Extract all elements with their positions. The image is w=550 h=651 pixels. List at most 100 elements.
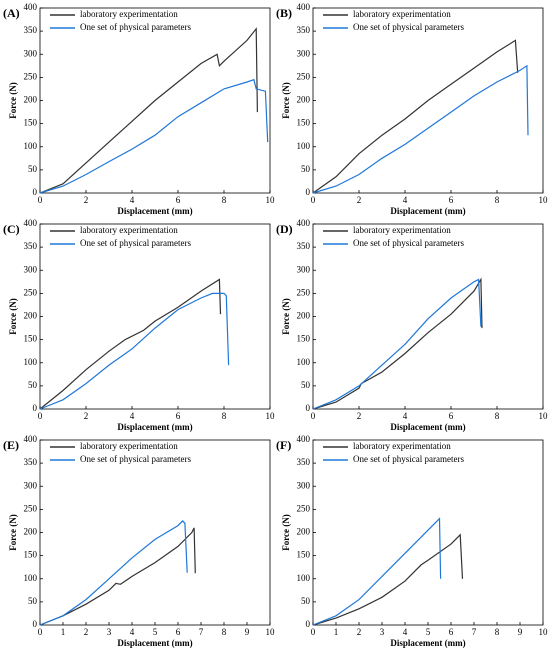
x-tick-label: 4: [130, 627, 135, 637]
y-tick-label: 150: [297, 550, 311, 560]
x-tick-label: 6: [176, 411, 181, 421]
y-tick-label: 200: [297, 527, 311, 537]
y-tick-label: 50: [301, 164, 311, 174]
y-tick-label: 50: [301, 596, 311, 606]
y-tick-label: 100: [24, 573, 38, 583]
y-tick-label: 350: [297, 25, 311, 35]
y-tick-label: 250: [297, 287, 311, 297]
y-tick-label: 150: [297, 118, 311, 128]
legend-label: laboratory experimentation: [80, 9, 178, 19]
y-tick-label: 50: [28, 164, 38, 174]
y-tick-label: 150: [24, 334, 38, 344]
x-tick-label: 10: [266, 195, 276, 205]
y-tick-label: 200: [24, 311, 38, 321]
x-tick-label: 1: [61, 627, 66, 637]
y-tick-label: 0: [33, 187, 38, 197]
data-line: [39, 520, 188, 626]
panel-label: (C): [3, 222, 20, 236]
y-tick-label: 250: [297, 71, 311, 81]
y-tick-label: 400: [24, 218, 38, 228]
y-tick-label: 100: [297, 573, 311, 583]
y-tick-label: 250: [297, 503, 311, 513]
x-tick-label: 2: [84, 195, 89, 205]
x-axis-label: Displacement (mm): [117, 638, 192, 648]
y-axis-label: Force (N): [8, 514, 18, 551]
legend-label: One set of physical parameters: [353, 22, 464, 32]
x-tick-label: 2: [357, 195, 362, 205]
y-tick-label: 200: [297, 95, 311, 105]
y-tick-label: 400: [297, 218, 311, 228]
y-tick-label: 0: [33, 619, 38, 629]
legend-label: One set of physical parameters: [353, 454, 464, 464]
x-tick-label: 6: [449, 195, 454, 205]
panel-label: (F): [276, 438, 291, 452]
y-tick-label: 0: [33, 403, 38, 413]
y-tick-label: 400: [297, 434, 311, 444]
y-tick-label: 150: [297, 334, 311, 344]
y-tick-label: 350: [24, 25, 38, 35]
legend-label: laboratory experimentation: [353, 225, 451, 235]
panel-label: (D): [276, 222, 293, 236]
data-line: [39, 27, 258, 194]
x-axis-label: Displacement (mm): [390, 206, 465, 216]
x-tick-label: 8: [495, 411, 500, 421]
y-tick-label: 0: [306, 619, 311, 629]
x-tick-label: 8: [495, 627, 500, 637]
legend-label: One set of physical parameters: [80, 238, 191, 248]
x-tick-label: 0: [38, 627, 43, 637]
legend-label: laboratory experimentation: [353, 441, 451, 451]
x-tick-label: 9: [245, 627, 250, 637]
x-tick-label: 0: [311, 627, 316, 637]
x-tick-label: 6: [449, 411, 454, 421]
data-line: [312, 517, 442, 626]
y-tick-label: 350: [297, 457, 311, 467]
y-tick-label: 350: [24, 457, 38, 467]
x-tick-label: 8: [222, 627, 227, 637]
x-tick-label: 4: [403, 411, 408, 421]
plot-frame: [312, 439, 544, 626]
x-tick-label: 0: [38, 411, 43, 421]
x-tick-label: 4: [403, 195, 408, 205]
legend-label: One set of physical parameters: [353, 238, 464, 248]
data-line: [39, 278, 222, 410]
legend-label: laboratory experimentation: [80, 441, 178, 451]
legend-label: laboratory experimentation: [353, 9, 451, 19]
x-tick-label: 0: [311, 195, 316, 205]
y-tick-label: 0: [306, 187, 311, 197]
x-tick-label: 8: [495, 195, 500, 205]
y-tick-label: 300: [24, 480, 38, 490]
y-tick-label: 100: [24, 357, 38, 367]
x-tick-label: 4: [403, 627, 408, 637]
y-tick-label: 300: [297, 48, 311, 58]
x-tick-label: 3: [380, 627, 385, 637]
y-tick-label: 100: [24, 141, 38, 151]
x-tick-label: 10: [266, 411, 276, 421]
y-tick-label: 0: [306, 403, 311, 413]
x-tick-label: 5: [426, 627, 431, 637]
x-tick-label: 7: [472, 627, 477, 637]
x-tick-label: 10: [266, 627, 276, 637]
x-tick-label: 3: [107, 627, 112, 637]
y-axis-label: Force (N): [281, 82, 291, 119]
y-tick-label: 100: [297, 141, 311, 151]
x-axis-label: Displacement (mm): [390, 638, 465, 648]
data-line: [39, 78, 269, 194]
y-tick-label: 200: [297, 311, 311, 321]
x-tick-label: 10: [539, 627, 549, 637]
data-line: [312, 64, 529, 194]
plot-frame: [312, 223, 544, 410]
y-tick-label: 250: [24, 71, 38, 81]
y-axis-label: Force (N): [8, 82, 18, 119]
y-tick-label: 250: [24, 287, 38, 297]
y-tick-label: 350: [297, 241, 311, 251]
x-tick-label: 10: [539, 411, 549, 421]
y-tick-label: 50: [301, 380, 311, 390]
y-axis-label: Force (N): [281, 298, 291, 335]
y-tick-label: 50: [28, 380, 38, 390]
y-tick-label: 300: [297, 264, 311, 274]
y-tick-label: 300: [24, 48, 38, 58]
data-line: [312, 277, 483, 410]
panel-label: (A): [3, 6, 20, 20]
y-tick-label: 300: [24, 264, 38, 274]
x-tick-label: 2: [84, 627, 89, 637]
